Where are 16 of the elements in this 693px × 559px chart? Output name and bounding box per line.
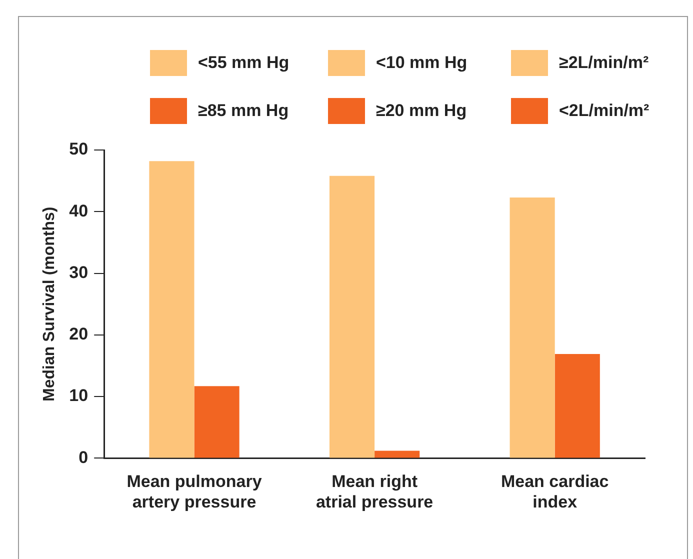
y-tick-label: 50	[69, 140, 88, 159]
y-tick-label: 40	[69, 201, 88, 220]
legend-label: ≥20 mm Hg	[376, 101, 467, 121]
y-tick-label: 0	[78, 448, 88, 467]
legend-label: ≥2L/min/m²	[559, 53, 649, 73]
x-tick-label: Mean right atrial pressure	[316, 472, 434, 512]
legend-label: ≥85 mm Hg	[198, 101, 289, 121]
x-tick-label: Mean pulmonary artery pressure	[126, 472, 262, 512]
y-tick-label: 30	[69, 262, 88, 282]
legend-label: <10 mm Hg	[376, 53, 468, 73]
legend-label: <2L/min/m²	[559, 101, 650, 121]
y-axis-title: Median Survival (months)	[41, 206, 58, 402]
legend-label: <55 mm Hg	[198, 53, 290, 73]
y-tick-label: 10	[69, 386, 88, 406]
x-tick-label: Mean cardiac index	[500, 472, 609, 512]
y-tick-label: 20	[69, 324, 88, 344]
